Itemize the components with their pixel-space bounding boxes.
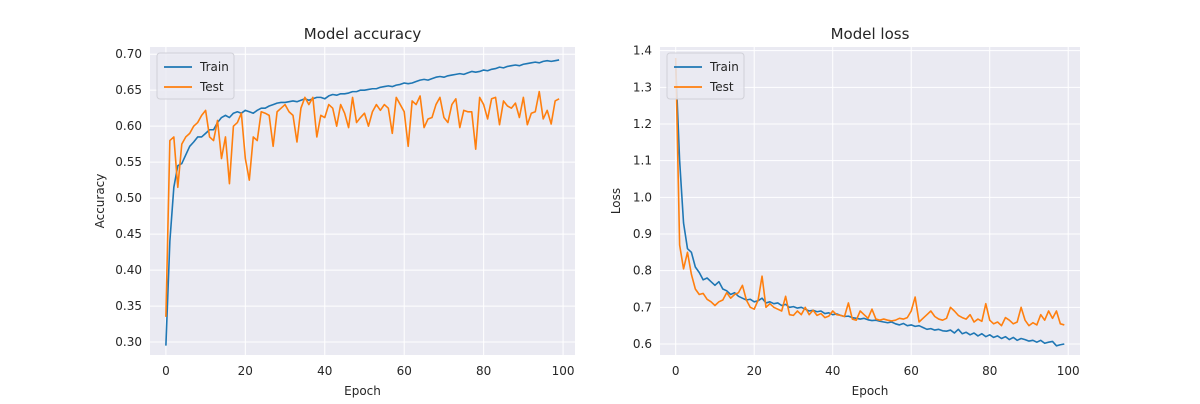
loss-x-tick-label: 80 <box>982 364 997 378</box>
loss-y-axis-label: Loss <box>609 188 623 214</box>
loss-y-tick-label: 0.9 <box>633 227 652 241</box>
loss-y-tick-label: 0.7 <box>633 300 652 314</box>
accuracy-y-axis-label: Accuracy <box>93 174 107 229</box>
accuracy-y-tick-label: 0.55 <box>115 155 142 169</box>
loss-series-line-test <box>674 57 1065 327</box>
accuracy-legend-label-train: Train <box>199 60 229 74</box>
accuracy-x-tick-label: 40 <box>317 364 332 378</box>
accuracy-x-tick-label: 60 <box>397 364 412 378</box>
accuracy-y-tick-label: 0.40 <box>115 263 142 277</box>
accuracy-y-tick-label: 0.65 <box>115 83 142 97</box>
accuracy-series-line-test <box>165 90 560 317</box>
accuracy-x-tick-label: 80 <box>476 364 491 378</box>
loss-x-tick-label: 0 <box>672 364 680 378</box>
accuracy-y-tick-label: 0.70 <box>115 47 142 61</box>
loss-x-tick-label: 100 <box>1057 364 1080 378</box>
accuracy-y-tick-label: 0.50 <box>115 191 142 205</box>
loss-x-tick-label: 60 <box>904 364 919 378</box>
accuracy-x-tick-label: 20 <box>238 364 253 378</box>
loss-y-tick-label: 1.1 <box>633 154 652 168</box>
loss-chart-title: Model loss <box>831 25 910 43</box>
accuracy-series-line-train <box>165 59 560 346</box>
accuracy-chart-title: Model accuracy <box>304 25 422 43</box>
loss-series-line-train <box>674 65 1065 347</box>
loss-y-tick-label: 1.4 <box>633 44 652 58</box>
loss-y-tick-label: 1.3 <box>633 80 652 94</box>
accuracy-y-tick-label: 0.30 <box>115 335 142 349</box>
loss-x-tick-label: 40 <box>825 364 840 378</box>
loss-x-axis-label: Epoch <box>852 384 889 398</box>
accuracy-y-tick-label: 0.60 <box>115 119 142 133</box>
accuracy-x-tick-label: 100 <box>552 364 575 378</box>
accuracy-y-tick-label: 0.35 <box>115 299 142 313</box>
loss-y-tick-label: 1.2 <box>633 117 652 131</box>
loss-y-tick-label: 0.8 <box>633 264 652 278</box>
accuracy-x-axis-label: Epoch <box>344 384 381 398</box>
loss-legend-label-test: Test <box>709 80 734 94</box>
loss-y-tick-label: 0.6 <box>633 337 652 351</box>
accuracy-y-tick-label: 0.45 <box>115 227 142 241</box>
loss-y-tick-label: 1.0 <box>633 190 652 204</box>
loss-legend-label-train: Train <box>709 60 739 74</box>
loss-x-tick-label: 20 <box>747 364 762 378</box>
accuracy-x-tick-label: 0 <box>162 364 170 378</box>
accuracy-legend-label-test: Test <box>199 80 224 94</box>
